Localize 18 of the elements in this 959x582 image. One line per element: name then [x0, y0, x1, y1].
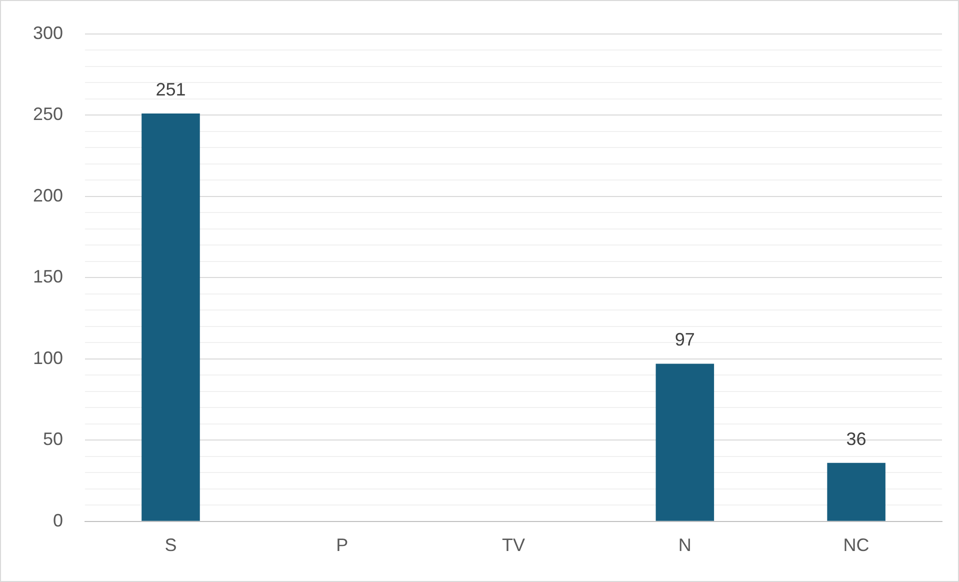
data-label: 251 [156, 79, 186, 100]
x-tick-label: TV [502, 535, 526, 556]
x-tick-label: NC [843, 535, 870, 556]
y-tick-label: 300 [32, 22, 64, 43]
y-tick-label: 100 [32, 348, 64, 368]
bar [142, 113, 200, 521]
y-tick-label: 0 [53, 510, 64, 530]
x-tick-label: N [678, 535, 692, 556]
x-tick-label: P [336, 535, 348, 556]
bar [656, 364, 714, 521]
y-tick-label: 50 [43, 429, 64, 450]
bar [827, 462, 886, 521]
x-tick-label: S [164, 535, 177, 556]
data-label: 97 [674, 330, 695, 350]
data-label: 36 [846, 428, 866, 449]
y-tick-label: 150 [32, 266, 64, 287]
y-tick-label: 250 [32, 104, 64, 124]
y-tick-label: 200 [32, 185, 64, 206]
